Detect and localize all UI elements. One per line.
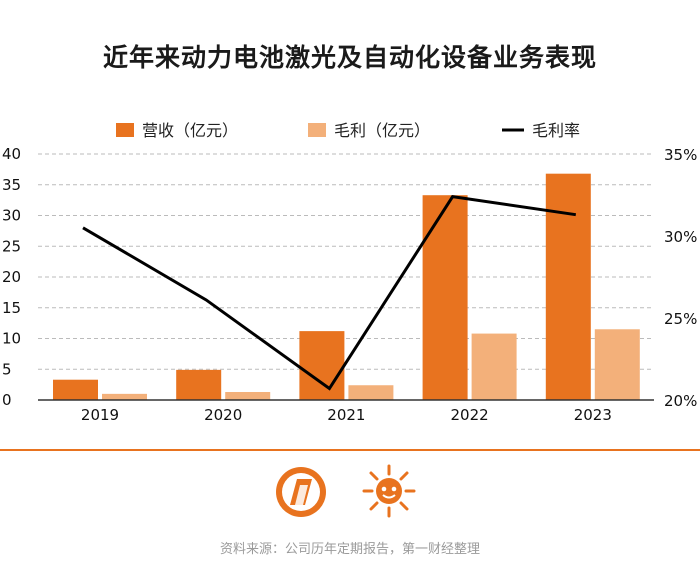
legend-label-margin: 毛利率 xyxy=(532,121,580,140)
x-tick-label: 2019 xyxy=(81,406,119,424)
y2-tick-label: 25% xyxy=(664,310,697,328)
y-tick-label: 10 xyxy=(2,330,21,348)
sun-face-logo-icon xyxy=(362,464,416,518)
bar-gross-profit xyxy=(225,392,271,400)
y-tick-label: 40 xyxy=(2,145,21,163)
y-tick-label: 25 xyxy=(2,237,21,255)
y-tick-label: 5 xyxy=(2,360,12,378)
bar-gross-profit xyxy=(594,329,640,400)
bar-revenue xyxy=(176,369,222,400)
y-tick-label: 15 xyxy=(2,299,21,317)
x-tick-label: 2023 xyxy=(574,406,612,424)
legend: 营收（亿元） 毛利（亿元） 毛利率 xyxy=(116,121,580,140)
y-tick-label: 0 xyxy=(2,391,12,409)
bars xyxy=(53,173,640,400)
bar-revenue xyxy=(422,195,468,400)
x-tick-label: 2020 xyxy=(204,406,242,424)
y-tick-label: 35 xyxy=(2,176,21,194)
footer-divider xyxy=(0,449,700,451)
parallelogram-logo-icon xyxy=(276,467,326,517)
margin-line xyxy=(82,195,577,391)
bar-revenue xyxy=(545,173,591,400)
chart-title: 近年来动力电池激光及自动化设备业务表现 xyxy=(102,43,597,72)
axes: 0 5 10 15 20 25 30 35 40 20% 25% 30% 35% 2019 2020 2021… xyxy=(2,145,697,424)
source-note: 资料来源：公司历年定期报告，第一财经整理 xyxy=(219,542,480,557)
y-tick-label: 20 xyxy=(2,268,21,286)
bar-gross-profit xyxy=(102,393,147,400)
legend-label-gross-profit: 毛利（亿元） xyxy=(334,121,430,140)
y2-tick-label: 35% xyxy=(664,146,697,164)
x-tick-label: 2021 xyxy=(327,406,365,424)
x-tick-label: 2022 xyxy=(451,406,489,424)
y-tick-label: 30 xyxy=(2,207,21,225)
legend-swatch-gross-profit xyxy=(308,123,326,137)
y2-tick-label: 20% xyxy=(664,392,697,410)
bar-revenue xyxy=(53,379,98,400)
bar-revenue xyxy=(299,331,345,400)
legend-label-revenue: 营收（亿元） xyxy=(142,121,238,140)
y2-tick-label: 30% xyxy=(664,228,697,246)
legend-swatch-revenue xyxy=(116,123,134,137)
chart-canvas: 营收（亿元） 毛利（亿元） 毛利率 0 5 10 15 20 25 30 35 40 20% 25%… xyxy=(2,121,697,424)
bar-gross-profit xyxy=(348,385,394,400)
bar-gross-profit xyxy=(471,333,517,400)
